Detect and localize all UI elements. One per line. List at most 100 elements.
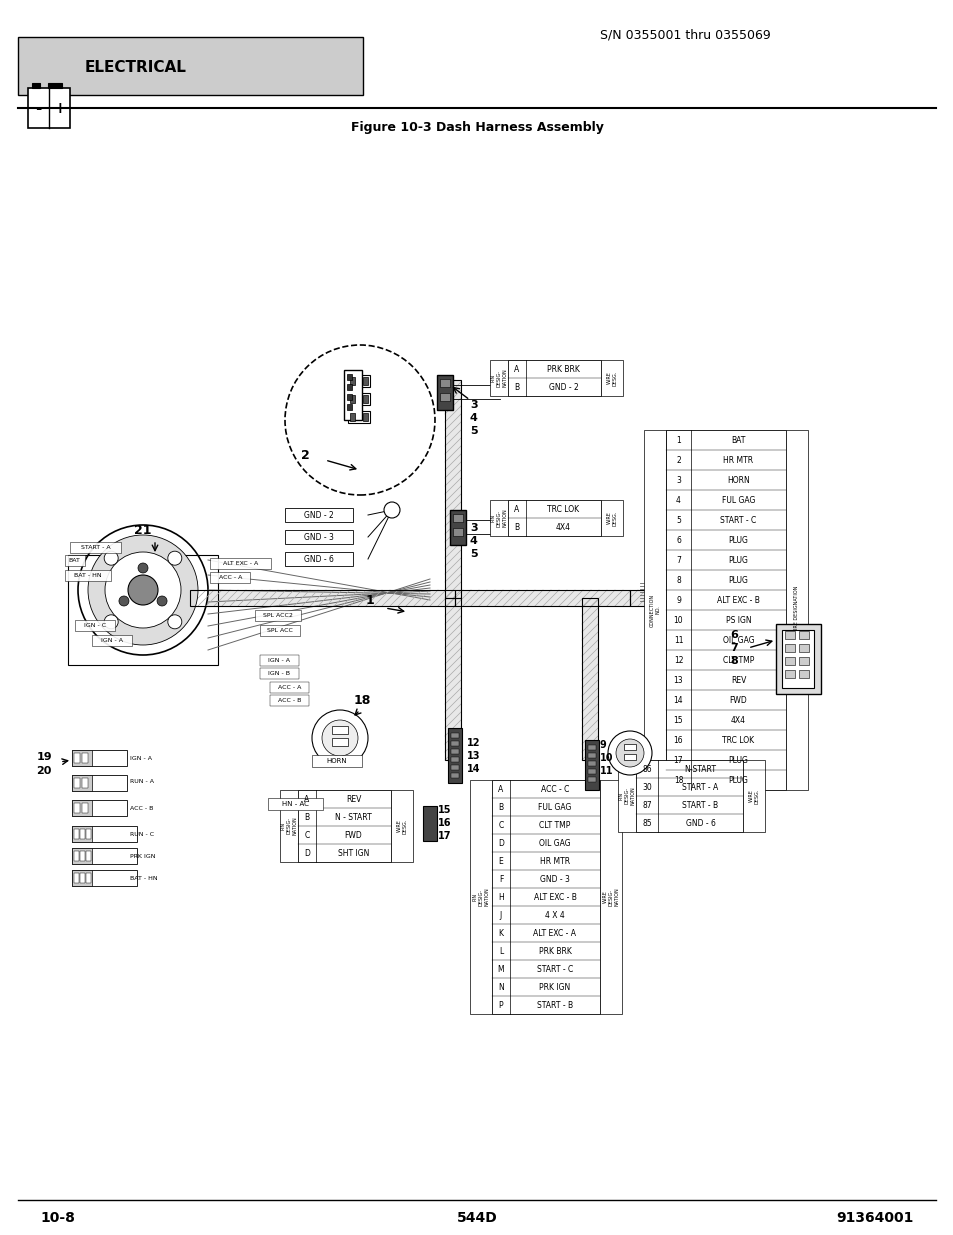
Text: ALT EXC - A: ALT EXC - A [223, 561, 258, 566]
Text: 10: 10 [673, 615, 682, 625]
Bar [629, 590, 780, 606]
Text: 11: 11 [673, 636, 682, 645]
Text: CLT TMP: CLT TMP [722, 656, 754, 664]
Circle shape [312, 710, 368, 766]
Bar [742, 760, 764, 832]
Bar [455, 590, 629, 606]
Text: 9: 9 [599, 740, 606, 750]
Text: H: H [497, 893, 503, 902]
Text: WIRE
DESIG-
NATION: WIRE DESIG- NATION [602, 888, 618, 906]
Text: 10-8: 10-8 [40, 1212, 74, 1225]
Text: ACC - B: ACC - B [130, 805, 153, 810]
Bar [348, 411, 370, 424]
Bar [270, 682, 309, 693]
Text: N - START: N - START [335, 813, 372, 821]
Bar [32, 83, 40, 88]
Text: OIL GAG: OIL GAG [538, 839, 570, 847]
Bar [470, 781, 492, 1014]
Bar [448, 727, 461, 783]
Bar [587, 745, 596, 750]
Text: 21: 21 [134, 524, 152, 536]
Text: PLUG: PLUG [728, 536, 748, 545]
Text: WIRE DESIGNATION: WIRE DESIGNATION [794, 585, 799, 635]
Text: +: + [53, 100, 66, 116]
Text: WIRE
DESG.: WIRE DESG. [396, 819, 407, 834]
Text: 14: 14 [673, 695, 682, 704]
Circle shape [88, 535, 198, 645]
Text: 15: 15 [437, 805, 451, 815]
Text: CONNECTION
NO.: CONNECTION NO. [649, 594, 659, 626]
Bar [453, 529, 462, 536]
Text: 5: 5 [470, 426, 477, 436]
Text: A: A [497, 784, 503, 794]
Bar [587, 769, 596, 774]
Text: FWD: FWD [344, 830, 362, 840]
Bar [71, 800, 91, 816]
Bar [636, 760, 742, 832]
Bar [781, 630, 813, 688]
Bar [86, 851, 91, 861]
Text: 4X4: 4X4 [730, 715, 745, 725]
Bar [82, 753, 88, 763]
Text: 13: 13 [467, 751, 480, 761]
Bar [784, 643, 794, 652]
Bar [71, 848, 137, 864]
Bar [623, 755, 636, 760]
Text: ELECTRICAL: ELECTRICAL [85, 59, 187, 74]
Bar [285, 508, 353, 522]
Text: 12: 12 [467, 739, 480, 748]
Text: START - B: START - B [537, 1000, 573, 1009]
Text: PLUG: PLUG [728, 556, 748, 564]
Text: ALT EXC - B: ALT EXC - B [717, 595, 760, 604]
Text: START - A: START - A [681, 783, 718, 792]
Bar [453, 514, 462, 522]
Bar [623, 743, 636, 750]
Text: B: B [514, 522, 519, 531]
Bar [350, 412, 355, 421]
Bar [210, 572, 250, 583]
Bar [599, 781, 621, 1014]
Bar [587, 761, 596, 766]
Text: GND - 2: GND - 2 [304, 510, 334, 520]
Text: C: C [304, 830, 310, 840]
Bar [285, 530, 353, 543]
Bar [260, 655, 298, 666]
Text: A: A [514, 505, 519, 514]
Text: D: D [304, 848, 310, 857]
Bar [74, 753, 80, 763]
Bar [260, 625, 300, 636]
Bar [70, 542, 121, 553]
Bar [74, 873, 79, 883]
Bar [600, 359, 622, 396]
Circle shape [157, 597, 167, 606]
Text: 2: 2 [300, 448, 309, 462]
Text: FUL GAG: FUL GAG [721, 495, 755, 505]
Bar [82, 803, 88, 813]
Text: PLUG: PLUG [728, 776, 748, 784]
Bar [71, 869, 91, 885]
Text: OIL GAG: OIL GAG [722, 636, 754, 645]
Circle shape [607, 731, 651, 776]
Bar [71, 826, 137, 842]
Bar [74, 829, 79, 839]
Circle shape [384, 501, 399, 517]
Bar [451, 773, 458, 778]
Circle shape [322, 720, 357, 756]
Text: 3: 3 [470, 400, 477, 410]
Text: CLT TMP: CLT TMP [538, 820, 570, 830]
Text: START - A: START - A [80, 545, 111, 550]
Bar [344, 370, 361, 420]
Circle shape [119, 597, 129, 606]
Text: IGN - C: IGN - C [84, 622, 106, 629]
Bar [451, 741, 458, 746]
Text: ALT EXC - A: ALT EXC - A [533, 929, 576, 937]
Bar [210, 558, 271, 569]
Text: 10: 10 [599, 753, 613, 763]
Bar [347, 394, 352, 400]
Text: IGN - B: IGN - B [268, 671, 291, 676]
Bar [799, 631, 808, 638]
Text: 16: 16 [673, 736, 682, 745]
Text: RUN - A: RUN - A [130, 778, 153, 783]
Text: 19: 19 [36, 752, 52, 762]
Text: J: J [499, 910, 501, 920]
